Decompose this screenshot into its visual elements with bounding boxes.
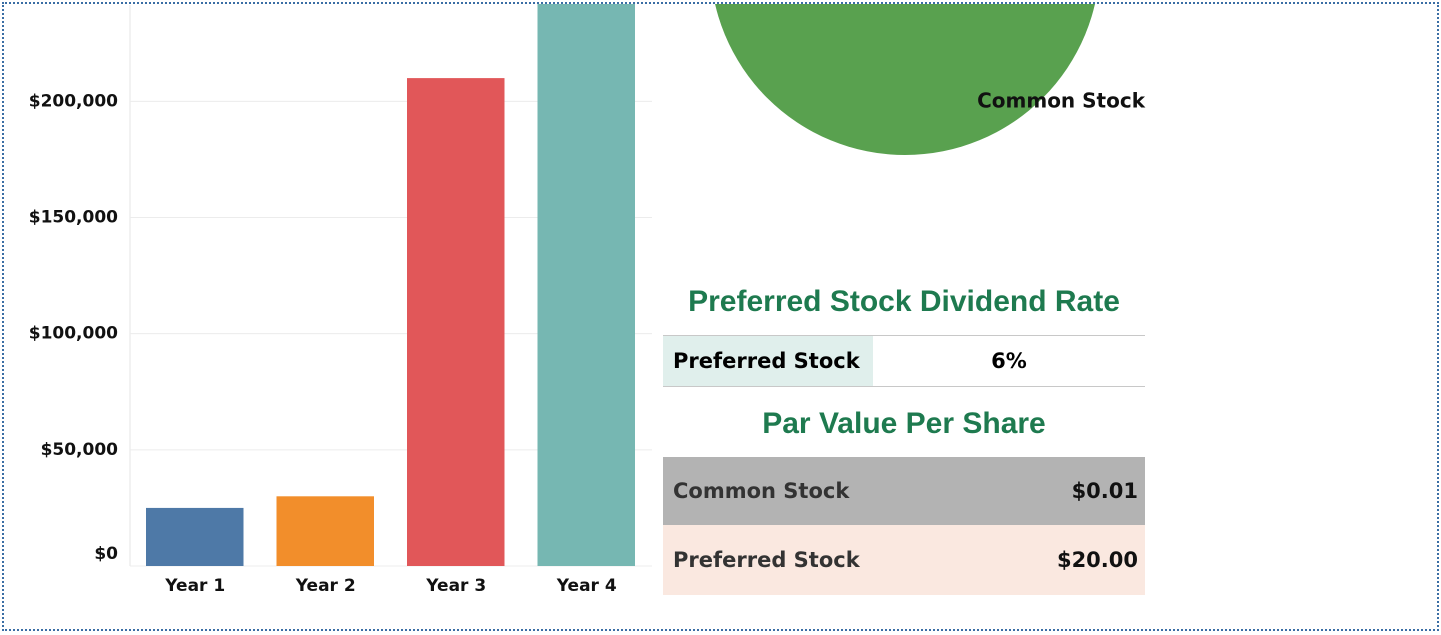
y-tick-label: $100,000: [29, 324, 118, 344]
row-value: $20.00: [1056, 548, 1138, 572]
row-value: $0.01: [1071, 479, 1138, 503]
table-row: Preferred Stock 6%: [663, 335, 1145, 387]
bar: [276, 496, 374, 566]
bar: [537, 4, 635, 566]
y-tick-label: $50,000: [41, 440, 119, 460]
pie-label: Common Stock: [977, 89, 1146, 113]
row-value: 6%: [991, 349, 1027, 373]
table-title: Preferred Stock Dividend Rate: [688, 285, 1120, 318]
x-tick-label: Year 1: [164, 576, 225, 596]
row-label: Preferred Stock: [673, 349, 860, 373]
bar: [146, 507, 244, 566]
pie-slice: [715, 4, 1095, 155]
table-row: Preferred Stock $20.00: [663, 525, 1145, 595]
pie: [715, 4, 1095, 155]
x-tick-label: Year 3: [425, 576, 486, 596]
table-row: Common Stock $0.01: [663, 457, 1145, 525]
x-tick-label: Year 4: [556, 576, 617, 596]
row-label: Preferred Stock: [673, 548, 860, 572]
y-tick-label: $150,000: [29, 208, 118, 228]
table-title: Par Value Per Share: [762, 407, 1046, 440]
y-tick-label: $200,000: [29, 91, 118, 111]
x-tick-label: Year 2: [295, 576, 356, 596]
bar: [407, 78, 505, 566]
bars: [146, 4, 635, 566]
row-header-bg: [663, 336, 873, 386]
row-label: Common Stock: [673, 479, 850, 503]
y-tick-label: $0: [94, 544, 118, 564]
